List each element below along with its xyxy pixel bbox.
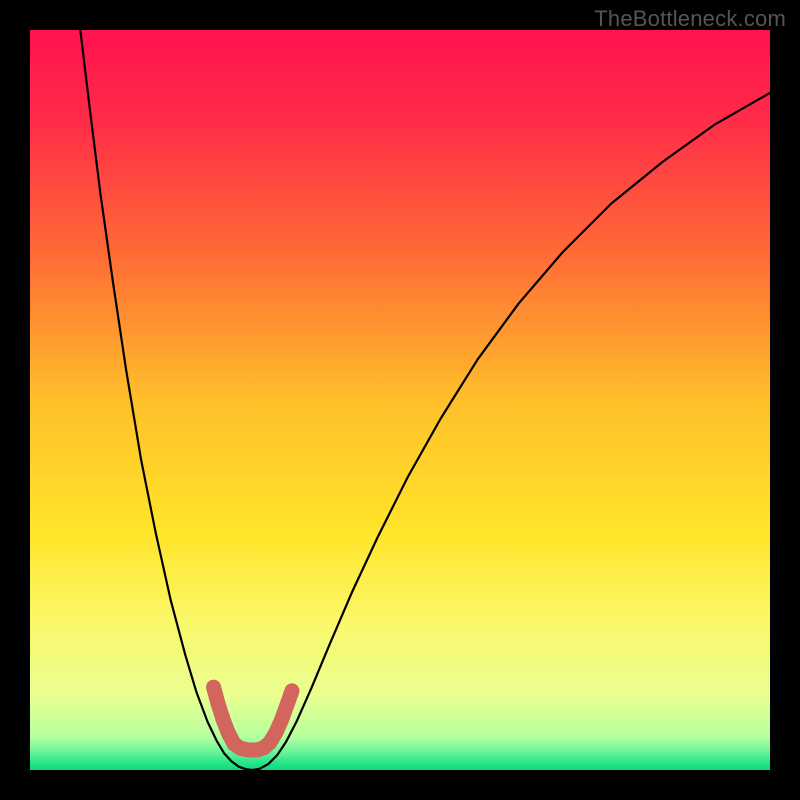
watermark-text: TheBottleneck.com bbox=[594, 6, 786, 32]
chart-container: { "watermark": { "text": "TheBottleneck.… bbox=[0, 0, 800, 800]
gradient-background bbox=[30, 30, 770, 770]
plot-area bbox=[30, 30, 770, 770]
plot-svg bbox=[30, 30, 770, 770]
